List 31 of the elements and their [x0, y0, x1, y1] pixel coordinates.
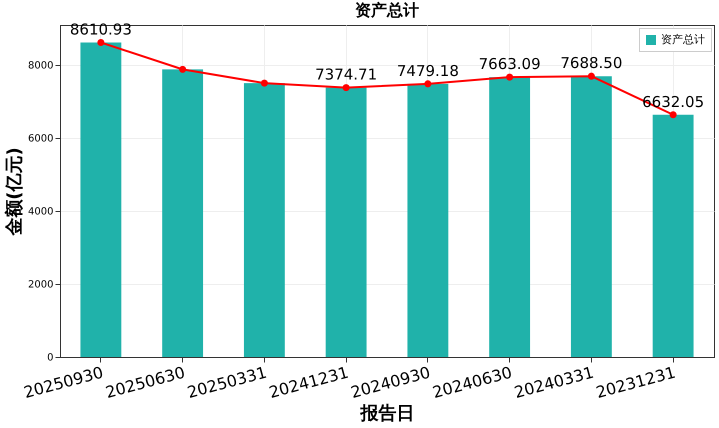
data-label: 7479.18 [396, 62, 459, 80]
point [342, 84, 350, 92]
bar [570, 76, 612, 357]
data-label: 7688.50 [560, 54, 622, 72]
data-label: 7374.71 [315, 66, 378, 84]
chart-title: 资产总计 [355, 0, 419, 20]
data-label: 7663.09 [478, 55, 541, 74]
y-tick-label: 8000 [28, 60, 54, 72]
x-axis-title: 报告日 [360, 403, 414, 424]
bar [244, 83, 285, 357]
point [424, 80, 432, 88]
y-tick-label: 0 [47, 352, 54, 364]
data-label: 6632.05 [642, 92, 704, 111]
y-tick-label: 4000 [28, 206, 54, 218]
y-tick-label: 6000 [28, 133, 54, 144]
point [97, 38, 104, 46]
point [179, 66, 186, 73]
bar [407, 84, 448, 357]
y-tick-label: 2000 [28, 279, 54, 290]
bar [326, 88, 367, 357]
data-label: 8610.93 [70, 20, 132, 38]
point [506, 74, 514, 81]
bar [162, 69, 204, 357]
point [260, 80, 268, 87]
legend-label: 资产总计 [661, 33, 705, 46]
bar [80, 42, 122, 357]
bar [489, 77, 530, 357]
point [670, 111, 677, 118]
y-axis-title: 金额(亿元) [4, 147, 26, 237]
point [588, 72, 595, 80]
bar [652, 114, 694, 357]
